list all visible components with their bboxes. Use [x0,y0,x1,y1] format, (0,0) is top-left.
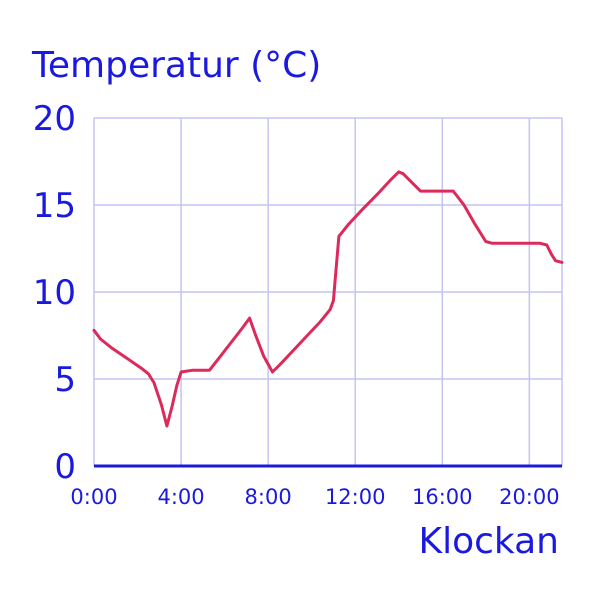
y-tick-label-5: 5 [54,360,76,400]
x-tick-label-16: 16:00 [412,485,473,509]
y-tick-label-10: 10 [33,273,76,313]
x-tick-label-0: 0:00 [70,485,117,509]
x-axis-label: Klockan [418,521,559,562]
grid-lines [93,117,563,466]
y-tick-label-15: 15 [33,186,76,226]
x-tick-labels: 0:00 4:00 8:00 12:00 16:00 20:00 [70,485,559,509]
x-tick-label-20: 20:00 [499,485,560,509]
x-tick-label-12: 12:00 [325,485,386,509]
y-tick-label-20: 20 [33,99,76,139]
temperature-series-line [92,170,564,428]
x-tick-label-8: 8:00 [245,485,292,509]
y-tick-label-0: 0 [54,447,76,487]
x-tick-label-4: 4:00 [157,485,204,509]
y-tick-labels: 0 5 10 15 20 [33,99,76,487]
y-axis-label: Temperatur (°C) [31,45,321,86]
